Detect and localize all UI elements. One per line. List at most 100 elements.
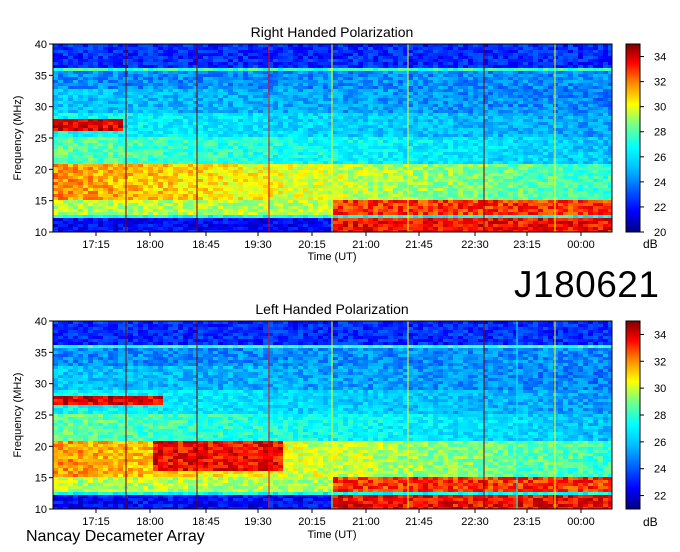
heatmap-cell (228, 74, 234, 78)
heatmap-cell (293, 71, 299, 75)
heatmap-cell (233, 164, 239, 168)
heatmap-cell (198, 59, 204, 63)
heatmap-cell (488, 62, 494, 66)
heatmap-cell (58, 53, 64, 57)
heatmap-cell (583, 146, 589, 150)
heatmap-cell (513, 104, 519, 108)
heatmap-cell (193, 137, 199, 141)
heatmap-cell (523, 74, 529, 78)
heatmap-cell (298, 167, 304, 171)
heatmap-cell (118, 176, 124, 180)
heatmap-cell (378, 59, 384, 63)
heatmap-cell (498, 146, 504, 150)
heatmap-cell (493, 53, 499, 57)
heatmap-cell (603, 107, 609, 111)
heatmap-cell (293, 86, 299, 90)
heatmap-cell (298, 101, 304, 105)
heatmap-cell (393, 158, 399, 162)
heatmap-cell (578, 140, 584, 144)
heatmap-cell (178, 68, 184, 72)
heatmap-cell (518, 53, 524, 57)
heatmap-cell (408, 164, 414, 168)
heatmap-cell (183, 131, 189, 135)
heatmap-cell (398, 137, 404, 141)
heatmap-cell (488, 119, 494, 123)
heatmap-cell (453, 161, 459, 165)
heatmap-cell (283, 158, 289, 162)
heatmap-cell (263, 65, 269, 69)
heatmap-cell (228, 83, 234, 87)
heatmap-cell (388, 95, 394, 99)
heatmap-cell (543, 98, 549, 102)
heatmap-cell (93, 77, 99, 81)
heatmap-cell (408, 95, 414, 99)
heatmap-cell (458, 146, 464, 150)
heatmap-cell (513, 80, 519, 84)
heatmap-cell (593, 56, 599, 60)
heatmap-cell (293, 44, 299, 48)
heatmap-cell (568, 83, 574, 87)
heatmap-cell (383, 164, 389, 168)
heatmap-cell (478, 47, 484, 51)
heatmap-cell (318, 143, 324, 147)
heatmap-cell (373, 62, 379, 66)
heatmap-cell (128, 47, 134, 51)
heatmap-cell (443, 74, 449, 78)
heatmap-cell (333, 152, 339, 156)
heatmap-cell (238, 98, 244, 102)
heatmap-cell (393, 74, 399, 78)
heatmap-cell (143, 152, 149, 156)
heatmap-cell (503, 137, 509, 141)
heatmap-cell (578, 110, 584, 114)
heatmap-cell (393, 125, 399, 129)
heatmap-cell (263, 173, 269, 177)
heatmap-cell (113, 128, 119, 132)
heatmap-cell (143, 77, 149, 81)
heatmap-cell (238, 119, 244, 123)
heatmap-cell (398, 89, 404, 93)
heatmap-cell (298, 134, 304, 138)
heatmap-cell (503, 158, 509, 162)
heatmap-cell (453, 83, 459, 87)
heatmap-cell (73, 125, 79, 129)
heatmap-cell (258, 71, 264, 75)
heatmap-cell (273, 176, 279, 180)
heatmap-cell (383, 152, 389, 156)
heatmap-cell (438, 53, 444, 57)
heatmap-cell (223, 164, 229, 168)
heatmap-cell (543, 167, 549, 171)
heatmap-cell (238, 122, 244, 126)
heatmap-cell (293, 53, 299, 57)
heatmap-cell (183, 152, 189, 156)
heatmap-cell (503, 122, 509, 126)
heatmap-cell (358, 167, 364, 171)
heatmap-cell (58, 86, 64, 90)
heatmap-cell (143, 176, 149, 180)
heatmap-cell (388, 149, 394, 153)
heatmap-cell (418, 104, 424, 108)
heatmap-cell (278, 110, 284, 114)
heatmap-cell (398, 167, 404, 171)
heatmap-cell (288, 140, 294, 144)
heatmap-cell (318, 83, 324, 87)
heatmap-cell (63, 122, 69, 126)
heatmap-cell (523, 92, 529, 96)
heatmap-cell (138, 170, 144, 174)
heatmap-cell (98, 89, 104, 93)
heatmap-cell (518, 170, 524, 174)
heatmap-cell (528, 95, 534, 99)
heatmap-cell (78, 89, 84, 93)
heatmap-cell (108, 137, 114, 141)
heatmap-cell (188, 170, 194, 174)
heatmap-cell (273, 173, 279, 177)
heatmap-cell (548, 89, 554, 93)
heatmap-cell (98, 56, 104, 60)
heatmap-cell (263, 137, 269, 141)
heatmap-cell (428, 170, 434, 174)
heatmap-cell (153, 104, 159, 108)
heatmap-cell (513, 56, 519, 60)
heatmap-cell (488, 44, 494, 48)
heatmap-cell (93, 113, 99, 117)
heatmap-cell (143, 95, 149, 99)
heatmap-cell (183, 50, 189, 54)
